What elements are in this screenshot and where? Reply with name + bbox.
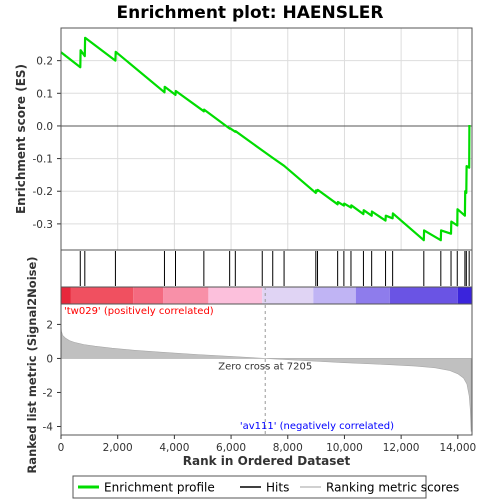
color-bar-segment — [262, 287, 314, 304]
color-bar-segment — [313, 287, 356, 304]
metric-y-tick-label: 0 — [46, 353, 53, 365]
es-y-tick-label: -0.2 — [33, 186, 54, 198]
legend-label: Enrichment profile — [104, 481, 215, 495]
legend-label: Ranking metric scores — [326, 481, 459, 495]
color-bar-segment — [355, 287, 390, 304]
x-tick-label: 14,000 — [439, 442, 476, 454]
es-y-tick-label: -0.3 — [33, 219, 54, 231]
enrichment-profile-line — [60, 36, 471, 242]
x-tick-label: 0 — [58, 442, 65, 454]
chart-title: Enrichment plot: HAENSLER — [116, 3, 383, 23]
metric-panel-background — [61, 304, 472, 435]
metric-y-tick-label: -2 — [43, 387, 53, 399]
ranking-metric-area — [60, 324, 472, 432]
zero-cross-label: Zero cross at 7205 — [218, 361, 312, 372]
metric-y-tick-label: -4 — [43, 421, 54, 433]
color-bar-segment — [133, 287, 164, 304]
es-panel-background — [61, 28, 472, 250]
negative-correlation-label: 'av111' (negatively correlated) — [240, 421, 394, 432]
x-tick-label: 4,000 — [159, 442, 189, 454]
x-tick-label: 2,000 — [103, 442, 133, 454]
metric-y-tick-label: 2 — [46, 319, 53, 331]
color-bar-segment — [457, 287, 472, 304]
x-tick-label: 12,000 — [383, 442, 420, 454]
x-tick-label: 6,000 — [216, 442, 246, 454]
color-bar-segment — [163, 287, 209, 304]
es-y-tick-label: -0.1 — [33, 154, 54, 166]
color-bar-segment — [70, 287, 134, 304]
es-y-tick-label: 0.0 — [36, 121, 53, 133]
es-y-axis-label: Enrichment score (ES) — [14, 64, 28, 214]
metric-y-axis-label: Ranked list metric (Signal2Noise) — [25, 256, 39, 473]
es-y-tick-label: 0.1 — [36, 88, 53, 100]
legend-label: Hits — [266, 481, 289, 495]
x-tick-label: 8,000 — [273, 442, 303, 454]
hits-panel-frame — [60, 249, 473, 288]
x-axis-label: Rank in Ordered Dataset — [183, 454, 351, 468]
es-y-tick-label: 0.2 — [36, 56, 53, 68]
metric-panel-frame — [60, 303, 473, 436]
color-bar-segment — [389, 287, 458, 304]
positive-correlation-label: 'tw029' (positively correlated) — [64, 306, 214, 317]
color-bar-segment — [208, 287, 263, 304]
color-bar-segment — [61, 287, 71, 304]
x-tick-label: 10,000 — [326, 442, 363, 454]
